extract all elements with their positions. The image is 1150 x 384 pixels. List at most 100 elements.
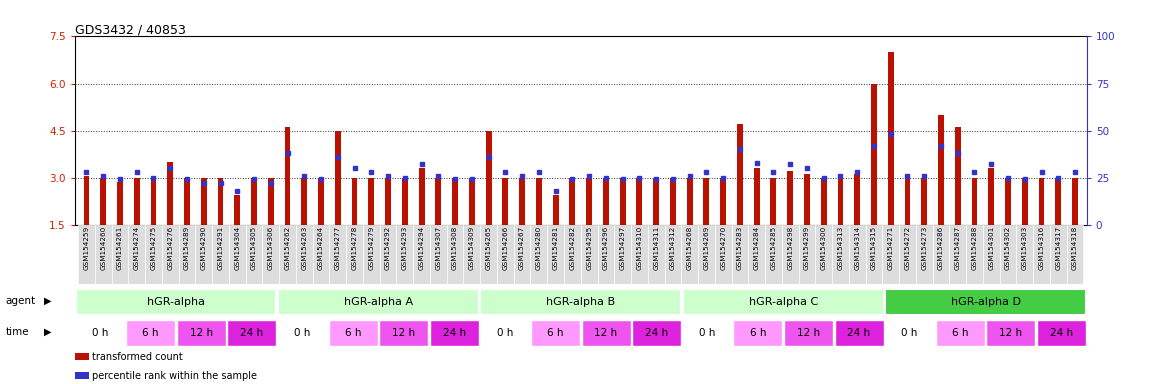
Bar	[279, 225, 296, 284]
Text: GSM154262: GSM154262	[284, 226, 291, 270]
Bar	[352, 178, 358, 225]
Bar	[936, 320, 984, 346]
Text: 12 h: 12 h	[797, 328, 820, 338]
Bar	[683, 290, 883, 315]
Text: ▶: ▶	[44, 296, 52, 306]
Bar	[503, 178, 508, 225]
Bar	[162, 225, 178, 284]
Bar	[833, 225, 849, 284]
Text: GSM154303: GSM154303	[1021, 226, 1028, 270]
Bar	[933, 225, 950, 284]
Bar	[581, 225, 598, 284]
Bar	[296, 225, 313, 284]
Bar	[784, 320, 833, 346]
Text: GSM154284: GSM154284	[753, 226, 760, 270]
Text: 6 h: 6 h	[750, 328, 766, 338]
Bar	[564, 225, 581, 284]
Text: GSM154259: GSM154259	[84, 226, 90, 270]
Text: 6 h: 6 h	[143, 328, 159, 338]
Bar	[854, 174, 860, 225]
Text: 0 h: 0 h	[699, 328, 715, 338]
Bar	[749, 225, 765, 284]
Text: hGR-alpha C: hGR-alpha C	[749, 297, 818, 308]
Bar	[835, 320, 883, 346]
Bar	[915, 225, 933, 284]
Text: GSM154278: GSM154278	[352, 226, 358, 270]
Bar	[987, 320, 1035, 346]
Bar	[229, 225, 246, 284]
Text: 0 h: 0 h	[902, 328, 918, 338]
Text: 0 h: 0 h	[497, 328, 513, 338]
Bar	[112, 225, 129, 284]
Text: GSM154297: GSM154297	[620, 226, 626, 270]
Bar	[653, 178, 659, 225]
Text: GSM154315: GSM154315	[871, 226, 877, 270]
Text: GSM154305: GSM154305	[251, 226, 258, 270]
Bar	[731, 225, 749, 284]
Bar	[882, 225, 899, 284]
Bar	[84, 176, 90, 225]
Bar	[212, 225, 229, 284]
Text: GSM154316: GSM154316	[1038, 226, 1044, 270]
Bar	[569, 178, 575, 225]
Bar	[133, 178, 139, 225]
Text: GSM154299: GSM154299	[804, 226, 810, 270]
Bar	[972, 178, 978, 225]
Bar	[167, 162, 174, 225]
Text: GSM154309: GSM154309	[469, 226, 475, 270]
Text: GSM154304: GSM154304	[235, 226, 240, 270]
Text: GSM154317: GSM154317	[1056, 226, 1061, 270]
Bar	[782, 225, 798, 284]
Bar	[201, 178, 207, 225]
Bar	[519, 178, 526, 225]
Bar	[647, 225, 665, 284]
Bar	[497, 225, 514, 284]
Bar	[481, 290, 681, 315]
Text: GSM154300: GSM154300	[821, 226, 827, 270]
Bar	[983, 225, 999, 284]
Bar	[94, 225, 112, 284]
Bar	[278, 290, 478, 315]
Text: GSM154286: GSM154286	[938, 226, 944, 270]
Text: GSM154302: GSM154302	[1005, 226, 1011, 270]
Text: GSM154296: GSM154296	[603, 226, 608, 270]
Bar	[301, 178, 307, 225]
Text: GSM154289: GSM154289	[184, 226, 190, 270]
Bar	[380, 225, 397, 284]
Text: GSM154282: GSM154282	[569, 226, 575, 270]
Bar	[698, 225, 715, 284]
Text: 12 h: 12 h	[595, 328, 618, 338]
Bar	[446, 225, 463, 284]
Text: ▶: ▶	[44, 327, 52, 337]
Bar	[319, 178, 324, 225]
Bar	[1038, 178, 1044, 225]
Bar	[436, 178, 442, 225]
Bar	[126, 320, 175, 346]
Bar	[363, 225, 380, 284]
Bar	[888, 52, 894, 225]
Bar	[401, 178, 408, 225]
Text: GSM154260: GSM154260	[100, 226, 106, 270]
Bar	[586, 178, 592, 225]
Text: GSM154261: GSM154261	[117, 226, 123, 270]
Text: GSM154266: GSM154266	[503, 226, 508, 270]
Bar	[329, 225, 346, 284]
Bar	[788, 171, 794, 225]
Bar	[670, 178, 676, 225]
Text: GSM154287: GSM154287	[954, 226, 960, 270]
Text: GSM154280: GSM154280	[536, 226, 542, 270]
Bar	[603, 178, 608, 225]
Text: hGR-alpha B: hGR-alpha B	[546, 297, 615, 308]
Text: agent: agent	[6, 296, 36, 306]
Text: GSM154294: GSM154294	[419, 226, 424, 270]
Text: GSM154268: GSM154268	[687, 226, 692, 270]
Text: 24 h: 24 h	[848, 328, 871, 338]
Bar	[1022, 178, 1028, 225]
Bar	[720, 178, 726, 225]
Bar	[246, 225, 262, 284]
Text: 6 h: 6 h	[547, 328, 564, 338]
Bar	[886, 290, 1086, 315]
Text: GSM154281: GSM154281	[553, 226, 559, 270]
Text: GSM154283: GSM154283	[737, 226, 743, 270]
Text: GSM154275: GSM154275	[151, 226, 156, 270]
